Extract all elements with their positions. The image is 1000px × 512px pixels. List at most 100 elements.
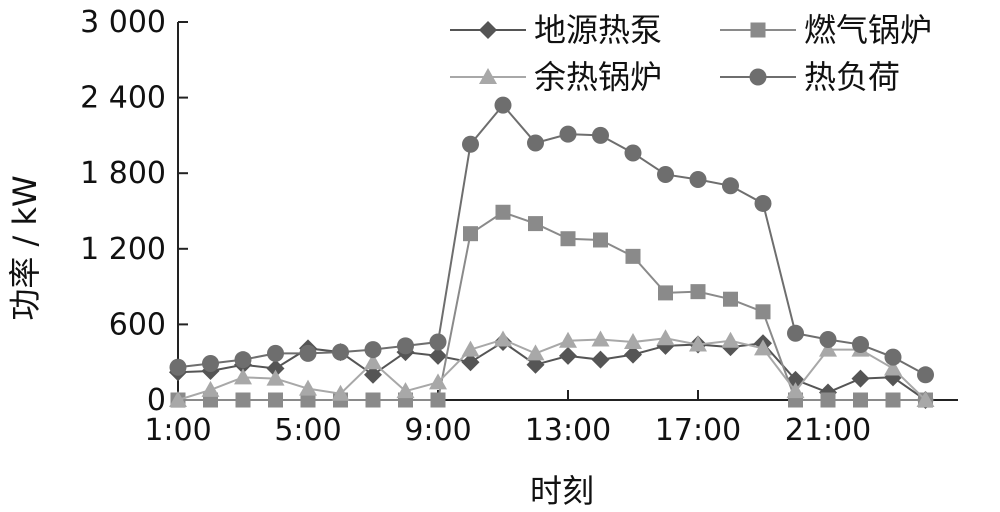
- data-point: [462, 135, 479, 153]
- x-tick-label: 17:00: [655, 413, 741, 448]
- legend-marker: [479, 21, 497, 39]
- series-line: [177, 103, 926, 376]
- series-layer: [169, 96, 935, 409]
- data-point: [235, 392, 251, 408]
- series-4: [169, 96, 934, 384]
- data-point: [429, 333, 447, 351]
- data-point: [266, 369, 285, 386]
- data-point: [916, 391, 935, 407]
- series-line: [178, 211, 926, 401]
- data-point: [461, 340, 480, 357]
- data-point: [559, 331, 577, 348]
- data-point: [917, 366, 934, 384]
- y-tick-label: 1 800: [80, 156, 166, 191]
- x-axis-title: 时刻: [530, 472, 594, 510]
- data-point: [851, 369, 870, 388]
- data-point: [624, 144, 642, 162]
- x-ticks: 1:00 5:00 9:00 13:00 17:00 21:00: [144, 390, 871, 448]
- data-point: [819, 340, 837, 357]
- data-point: [396, 382, 415, 399]
- data-point: [461, 353, 480, 372]
- legend-label: 热负荷: [804, 58, 900, 96]
- x-tick-label: 1:00: [144, 413, 211, 448]
- data-point: [787, 324, 804, 342]
- data-point: [364, 353, 382, 370]
- data-point: [559, 346, 577, 365]
- data-point: [266, 359, 285, 378]
- y-axis-title: 功率 / kW: [6, 175, 44, 320]
- data-point: [364, 341, 382, 359]
- y-tick-label: 0: [147, 383, 166, 418]
- legend-label: 地源热泵: [534, 11, 662, 49]
- data-point: [592, 126, 609, 144]
- legend-marker: [479, 68, 497, 84]
- data-point: [560, 231, 576, 247]
- data-point: [397, 337, 414, 355]
- y-tick-label: 2 400: [80, 81, 166, 116]
- data-point: [852, 336, 869, 354]
- data-point: [853, 392, 868, 408]
- data-point: [885, 392, 901, 408]
- data-point: [819, 331, 837, 349]
- data-point: [754, 339, 772, 356]
- data-point: [234, 351, 252, 369]
- legend-item: 燃气锅炉: [720, 11, 932, 49]
- data-point: [299, 379, 317, 396]
- y-ticks: 0 600 1 200 1 800 2 400 3 000: [80, 5, 188, 418]
- x-tick-label: 13:00: [525, 413, 611, 448]
- legend-marker: [749, 68, 767, 86]
- series-line: [177, 340, 927, 401]
- legend-marker: [750, 22, 766, 38]
- data-point: [268, 392, 283, 408]
- legend-item: 余热锅炉: [450, 58, 662, 96]
- legend-label: 余热锅炉: [534, 58, 662, 96]
- x-tick-label: 9:00: [404, 413, 471, 448]
- series-2: [170, 204, 933, 408]
- data-point: [689, 171, 707, 188]
- data-point: [625, 248, 641, 264]
- data-point: [202, 354, 219, 372]
- data-point: [593, 232, 608, 248]
- series-1: [169, 333, 935, 409]
- legend-item: 热负荷: [720, 58, 900, 96]
- data-point: [690, 284, 706, 300]
- series-line: [177, 337, 927, 401]
- data-point: [755, 304, 771, 320]
- data-point: [331, 384, 350, 401]
- data-point: [494, 96, 512, 114]
- data-point: [722, 177, 739, 195]
- legend-label: 燃气锅炉: [804, 11, 932, 49]
- data-point: [527, 134, 544, 152]
- data-point: [201, 380, 220, 397]
- data-point: [364, 365, 382, 384]
- data-point: [300, 392, 316, 408]
- data-point: [494, 330, 512, 347]
- axes: 0 600 1 200 1 800 2 400 3 000 1:00 5:00 9:00 13:…: [80, 5, 958, 448]
- data-point: [234, 368, 252, 385]
- data-point: [591, 350, 610, 369]
- data-point: [429, 373, 447, 390]
- data-point: [429, 346, 447, 365]
- data-point: [624, 345, 642, 364]
- data-point: [884, 348, 902, 366]
- data-point: [656, 329, 675, 346]
- series-3: [169, 329, 935, 407]
- data-point: [689, 335, 707, 352]
- y-tick-label: 3 000: [80, 5, 166, 40]
- y-tick-label: 600: [109, 307, 166, 342]
- data-point: [463, 226, 478, 242]
- data-point: [723, 291, 738, 307]
- data-point: [169, 391, 187, 407]
- data-point: [430, 392, 446, 408]
- data-point: [624, 333, 642, 350]
- data-point: [658, 285, 673, 301]
- data-point: [591, 330, 610, 347]
- data-point: [526, 344, 545, 361]
- data-point: [365, 392, 381, 408]
- data-point: [786, 382, 805, 399]
- data-point: [721, 331, 740, 348]
- data-point: [820, 392, 836, 408]
- data-point: [884, 359, 902, 376]
